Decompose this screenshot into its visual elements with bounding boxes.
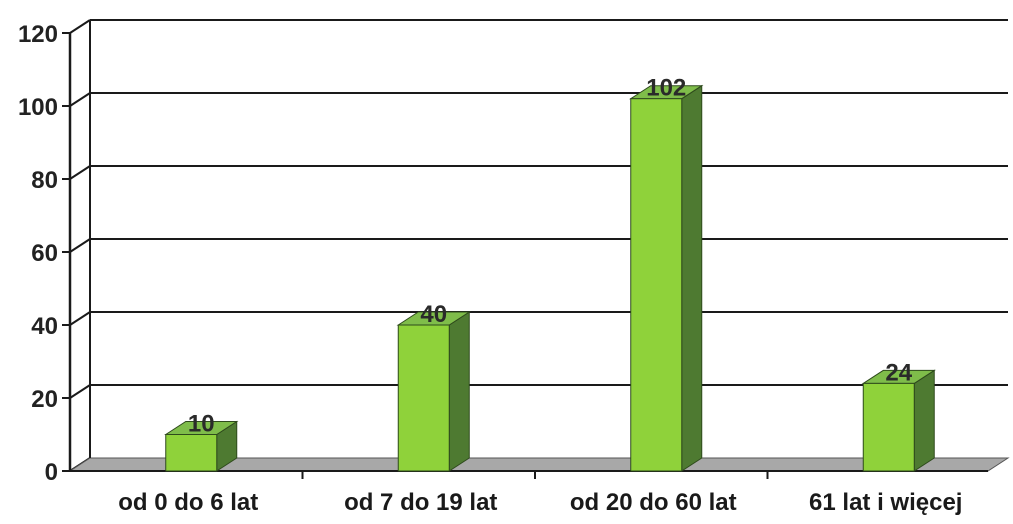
data-label: 24 [885, 359, 912, 386]
gridline-connector [69, 311, 91, 326]
y-tick-label: 80 [31, 167, 58, 194]
bar [165, 434, 218, 472]
gridline-connector [69, 384, 91, 399]
bar [630, 98, 683, 472]
y-tick-labels: 0 20 40 60 80 100 120 [18, 21, 58, 486]
bar-side [681, 84, 703, 472]
gridline-connector [69, 19, 91, 34]
axes [62, 20, 988, 479]
bars [164, 84, 936, 472]
x-category-labels: od 0 do 6 lat od 7 do 19 lat od 20 do 60 l… [118, 489, 962, 516]
gridline-connector [69, 165, 91, 180]
data-label: 40 [420, 301, 447, 328]
bar [862, 382, 915, 472]
data-label: 10 [188, 411, 215, 438]
y-tick-label: 100 [18, 94, 58, 121]
bar-side [913, 369, 935, 472]
bar [397, 324, 450, 472]
x-category-label: od 7 do 19 lat [344, 489, 497, 516]
y-tick-label: 120 [18, 21, 58, 48]
gridlines [69, 19, 1008, 472]
y-tick-label: 20 [31, 386, 58, 413]
y-tick-label: 40 [31, 313, 58, 340]
x-category-label: od 0 do 6 lat [118, 489, 258, 516]
y-tick-label: 60 [31, 240, 58, 267]
data-label: 102 [646, 75, 686, 102]
bar-side [448, 311, 470, 472]
y-tick-label: 0 [45, 459, 58, 486]
x-category-label: od 20 do 60 lat [570, 489, 737, 516]
data-labels: 10 40 102 24 [188, 75, 913, 438]
gridline-connector [69, 238, 91, 253]
x-category-label: 61 lat i więcej [809, 489, 962, 516]
gridline-connector [69, 92, 91, 107]
